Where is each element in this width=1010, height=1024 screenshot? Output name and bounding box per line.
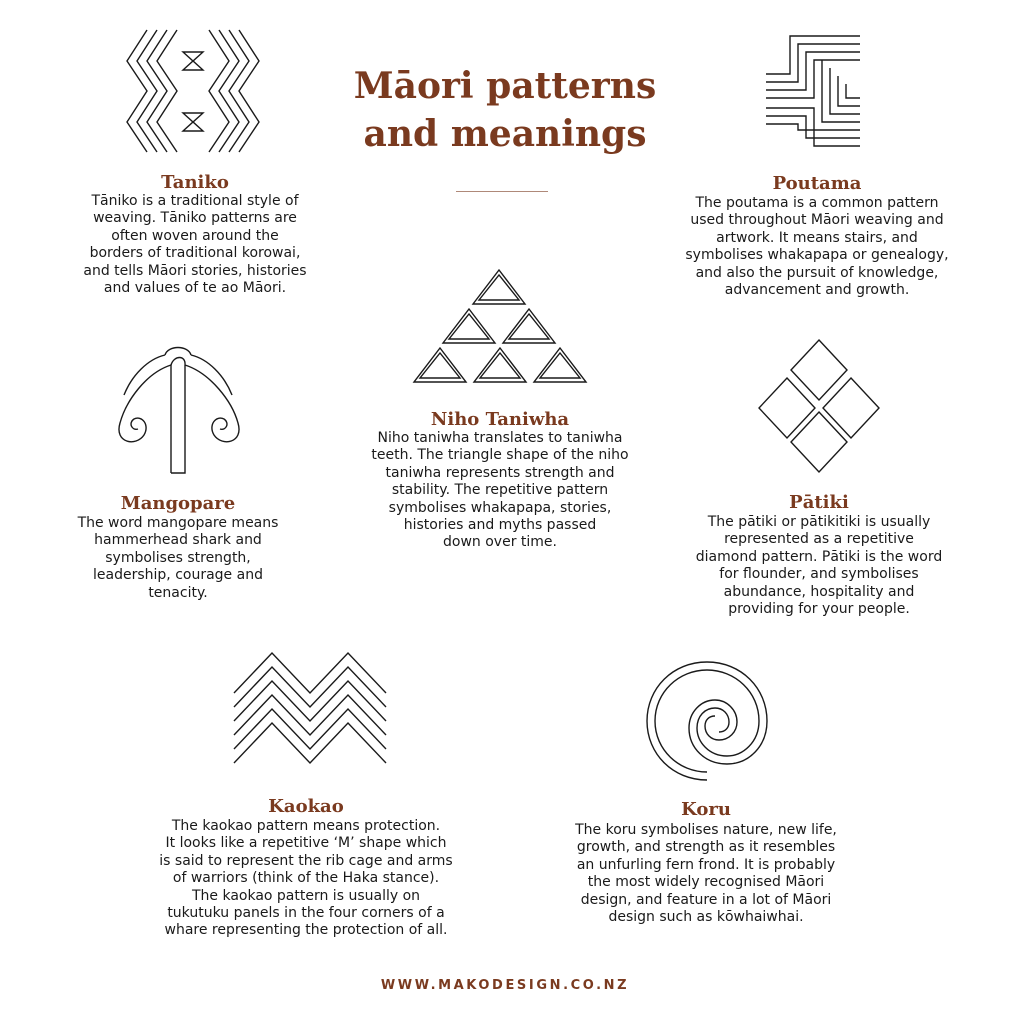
kaokao-description-line: The kaokao pattern means protection. <box>171 818 441 834</box>
poutama-pattern-icon <box>766 35 860 147</box>
patiki-description-line: abundance, hospitality and <box>723 583 915 600</box>
kaokao-description-line: The kaokao pattern is usually on <box>191 887 421 904</box>
koru-description-line: growth, and strength as it resembles <box>576 839 836 856</box>
patiki-heading: Pātiki <box>789 492 849 513</box>
taniko-description: Tāniko is a traditional style of weaving… <box>50 193 340 297</box>
niho-taniwha-description-line: symbolises whakapapa, stories, <box>388 499 612 516</box>
mangopare-pattern-icon <box>118 346 240 474</box>
taniko-pattern-icon <box>126 29 260 153</box>
kaokao-description: The kaokao pattern means protection. It … <box>141 818 471 940</box>
patiki-description: The pātiki or pātikitiki is usually repr… <box>669 514 969 618</box>
kaokao-heading: Kaokao <box>268 796 344 817</box>
mangopare-description-line: leadership, courage and <box>93 567 263 584</box>
kaokao-description-line: It looks like a repetitive ‘M’ shape whi… <box>165 835 447 852</box>
niho-taniwha-pattern-icon <box>412 268 588 383</box>
koru-description-line: design, and feature in a lot of Māori <box>580 891 832 908</box>
page-title: Māori patterns and meanings <box>330 62 680 158</box>
patiki-description-line: represented as a repetitive <box>724 531 914 548</box>
koru-description-line: The koru symbolises nature, new life, <box>575 822 837 838</box>
taniko-description-line: weaving. Tāniko patterns are <box>93 210 297 227</box>
title-divider <box>456 191 548 192</box>
patiki-description-line: diamond pattern. Pātiki is the word <box>695 548 943 565</box>
poutama-description-line: artwork. It means stairs, and <box>716 229 918 246</box>
taniko-description-line: and tells Māori stories, histories <box>83 262 307 279</box>
mangopare-heading: Mangopare <box>120 493 236 514</box>
kaokao-description-line: tukutuku panels in the four corners of a <box>167 905 445 922</box>
koru-description-line: the most widely recognised Māori <box>587 874 825 891</box>
koru-description-line: design such as kōwhaiwhai. <box>608 909 804 926</box>
poutama-description-line: and also the pursuit of knowledge, <box>695 264 939 281</box>
niho-taniwha-description-line: taniwha represents strength and <box>385 464 615 481</box>
niho-taniwha-description-line: histories and myths passed <box>403 517 597 534</box>
patiki-pattern-icon <box>758 338 880 474</box>
taniko-description-line: Tāniko is a traditional style of <box>91 193 299 209</box>
kaokao-description-line: whare representing the protection of all… <box>164 922 448 939</box>
poutama-description-line: advancement and growth. <box>724 282 910 299</box>
mangopare-description-line: hammerhead shark and <box>94 532 262 549</box>
niho-taniwha-description-line: Niho taniwha translates to taniwha <box>377 430 623 446</box>
poutama-description: The poutama is a common pattern used thr… <box>657 195 977 299</box>
koru-pattern-icon <box>646 661 768 781</box>
page-title-line-2: and meanings <box>363 113 647 155</box>
kaokao-description-line: is said to represent the rib cage and ar… <box>159 852 453 869</box>
taniko-description-line: borders of traditional korowai, <box>89 245 301 262</box>
niho-taniwha-heading: Niho Taniwha <box>430 409 570 430</box>
mangopare-description-line: tenacity. <box>148 584 208 601</box>
taniko-description-line: often woven around the <box>111 227 279 244</box>
patiki-description-line: The pātiki or pātikitiki is usually <box>707 514 931 530</box>
patiki-description-line: for flounder, and symbolises <box>719 566 919 583</box>
koru-heading: Koru <box>681 799 731 820</box>
poutama-heading: Poutama <box>772 173 862 194</box>
kaokao-pattern-icon <box>233 651 387 765</box>
mangopare-description: The word mangopare means hammerhead shar… <box>48 515 308 602</box>
taniko-description-line: and values of te ao Māori. <box>103 280 287 297</box>
poutama-description-line: symbolises whakapapa or genealogy, <box>685 247 949 264</box>
website-url[interactable]: WWW.MAKODESIGN.CO.NZ <box>380 978 630 993</box>
koru-description: The koru symbolises nature, new life, gr… <box>556 822 856 926</box>
patiki-description-line: providing for your people. <box>728 601 910 618</box>
mangopare-description-line: The word mangopare means <box>77 515 279 531</box>
taniko-heading: Taniko <box>161 172 229 193</box>
niho-taniwha-description: Niho taniwha translates to taniwha teeth… <box>350 430 650 552</box>
kaokao-description-line: of warriors (think of the Haka stance). <box>172 870 440 887</box>
niho-taniwha-description-line: teeth. The triangle shape of the niho <box>371 447 629 464</box>
niho-taniwha-description-line: stability. The repetitive pattern <box>391 482 609 499</box>
mangopare-description-line: symbolises strength, <box>105 549 251 566</box>
poutama-description-line: The poutama is a common pattern <box>695 195 939 211</box>
poutama-description-line: used throughout Māori weaving and <box>690 212 944 229</box>
niho-taniwha-description-line: down over time. <box>443 534 557 551</box>
page-title-line-1: Māori patterns <box>353 65 657 107</box>
koru-description-line: an unfurling fern frond. It is probably <box>576 856 836 873</box>
